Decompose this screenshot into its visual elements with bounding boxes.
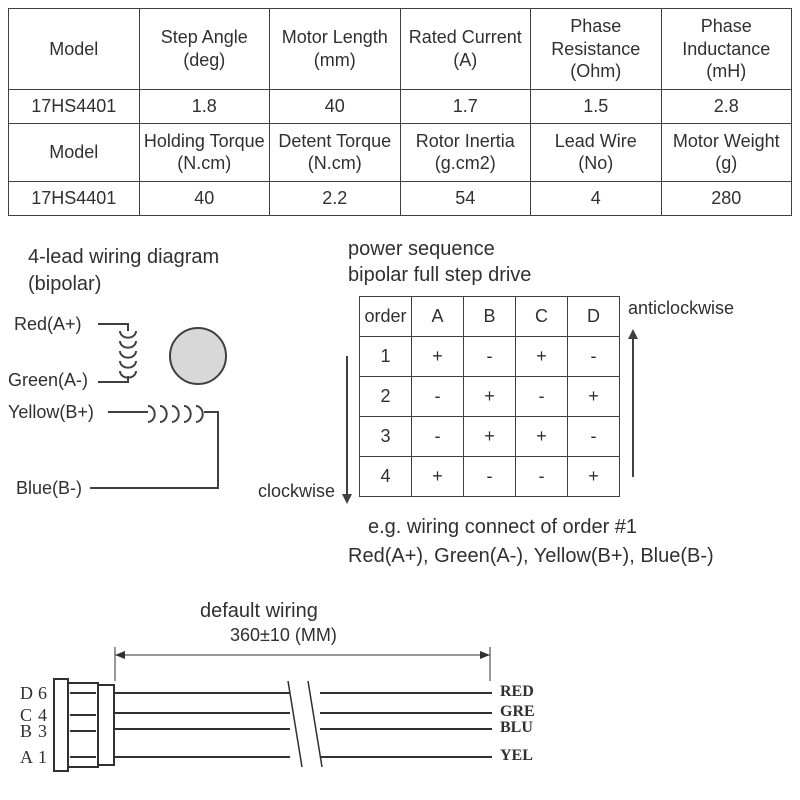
spec-h2-c4: Lead Wire(No) (531, 123, 662, 181)
seq-cell: + (464, 376, 516, 416)
spec-v2-c1: 40 (139, 181, 270, 215)
lead-red-label: Red(A+) (14, 314, 82, 335)
spec-h2-c2: Detent Torque(N.cm) (270, 123, 401, 181)
spec-v2-c2: 2.2 (270, 181, 401, 215)
spec-h2-c5: Motor Weight(g) (661, 123, 792, 181)
spec-v2-c4: 4 (531, 181, 662, 215)
seq-cell: + (568, 456, 620, 496)
spec-h1-c0: Model (9, 9, 140, 90)
default-wiring-title: default wiring (200, 600, 780, 623)
spec-header-row-1: Model Step Angle(deg) Motor Length(mm) R… (9, 9, 792, 90)
seq-cell: 4 (360, 456, 412, 496)
spec-v1-c1: 1.8 (139, 89, 270, 123)
seq-cell: - (516, 376, 568, 416)
power-sequence: power sequence bipolar full step drive c… (338, 236, 792, 568)
spec-v1-c2: 40 (270, 89, 401, 123)
spec-h2-c0: Model (9, 123, 140, 181)
spec-value-row-2: 17HS4401 40 2.2 54 4 280 (9, 181, 792, 215)
clockwise-arrow-icon (338, 346, 356, 506)
wiring-diagram: 4-lead wiring diagram (bipolar) Red(A+) … (8, 236, 328, 568)
spec-header-row-2: Model Holding Torque(N.cm) Detent Torque… (9, 123, 792, 181)
spec-v1-c5: 2.8 (661, 89, 792, 123)
seq-cell: 1 (360, 336, 412, 376)
seq-cell: - (568, 336, 620, 376)
anticlockwise-label: anticlockwise (628, 298, 734, 319)
spec-value-row-1: 17HS4401 1.8 40 1.7 1.5 2.8 (9, 89, 792, 123)
seq-cell: + (516, 416, 568, 456)
seq-cell: - (464, 456, 516, 496)
seq-cell: + (516, 336, 568, 376)
seq-cell: + (568, 376, 620, 416)
wiring-title: 4-lead wiring diagram (28, 246, 328, 269)
sequence-table: order A B C D 1 + - + - 2 - + - (359, 296, 620, 497)
seq-cell: 3 (360, 416, 412, 456)
lead-blue-label: Blue(B-) (16, 478, 82, 499)
spec-h1-c2: Motor Length(mm) (270, 9, 401, 90)
seq-cell: - (412, 376, 464, 416)
seq-cell: 2 (360, 376, 412, 416)
seq-cell: - (516, 456, 568, 496)
power-sequence-title: power sequence bipolar full step drive (348, 236, 792, 288)
seq-cell: - (412, 416, 464, 456)
default-wiring-svg (20, 625, 580, 785)
example-line-2: Red(A+), Green(A-), Yellow(B+), Blue(B-) (348, 545, 792, 568)
example-line-1: e.g. wiring connect of order #1 (368, 516, 792, 539)
spec-h1-c1: Step Angle(deg) (139, 9, 270, 90)
spec-v1-c0: 17HS4401 (9, 89, 140, 123)
spec-h2-c3: Rotor Inertia(g.cm2) (400, 123, 531, 181)
spec-v1-c4: 1.5 (531, 89, 662, 123)
spec-table: Model Step Angle(deg) Motor Length(mm) R… (8, 8, 792, 216)
anticlockwise-arrow-icon (624, 319, 642, 479)
spec-h1-c4: Phase Resistance(Ohm) (531, 9, 662, 90)
seq-h-0: order (360, 296, 412, 336)
seq-cell: - (568, 416, 620, 456)
seq-h-3: C (516, 296, 568, 336)
spec-v2-c0: 17HS4401 (9, 181, 140, 215)
spec-v1-c3: 1.7 (400, 89, 531, 123)
default-wiring: default wiring D 6 C 4 B 3 A 1 RED GRE B… (0, 600, 780, 785)
spec-v2-c5: 280 (661, 181, 792, 215)
spec-h1-c3: Rated Current(A) (400, 9, 531, 90)
seq-cell: + (412, 336, 464, 376)
seq-h-2: B (464, 296, 516, 336)
wiring-subtitle: (bipolar) (28, 273, 328, 296)
seq-h-4: D (568, 296, 620, 336)
lead-yellow-label: Yellow(B+) (8, 402, 94, 423)
clockwise-label: clockwise (258, 481, 335, 502)
lead-green-label: Green(A-) (8, 370, 88, 391)
seq-cell: - (464, 336, 516, 376)
seq-cell: + (464, 416, 516, 456)
seq-h-1: A (412, 296, 464, 336)
seq-cell: + (412, 456, 464, 496)
spec-h1-c5: Phase Inductance(mH) (661, 9, 792, 90)
spec-h2-c1: Holding Torque(N.cm) (139, 123, 270, 181)
spec-v2-c3: 54 (400, 181, 531, 215)
